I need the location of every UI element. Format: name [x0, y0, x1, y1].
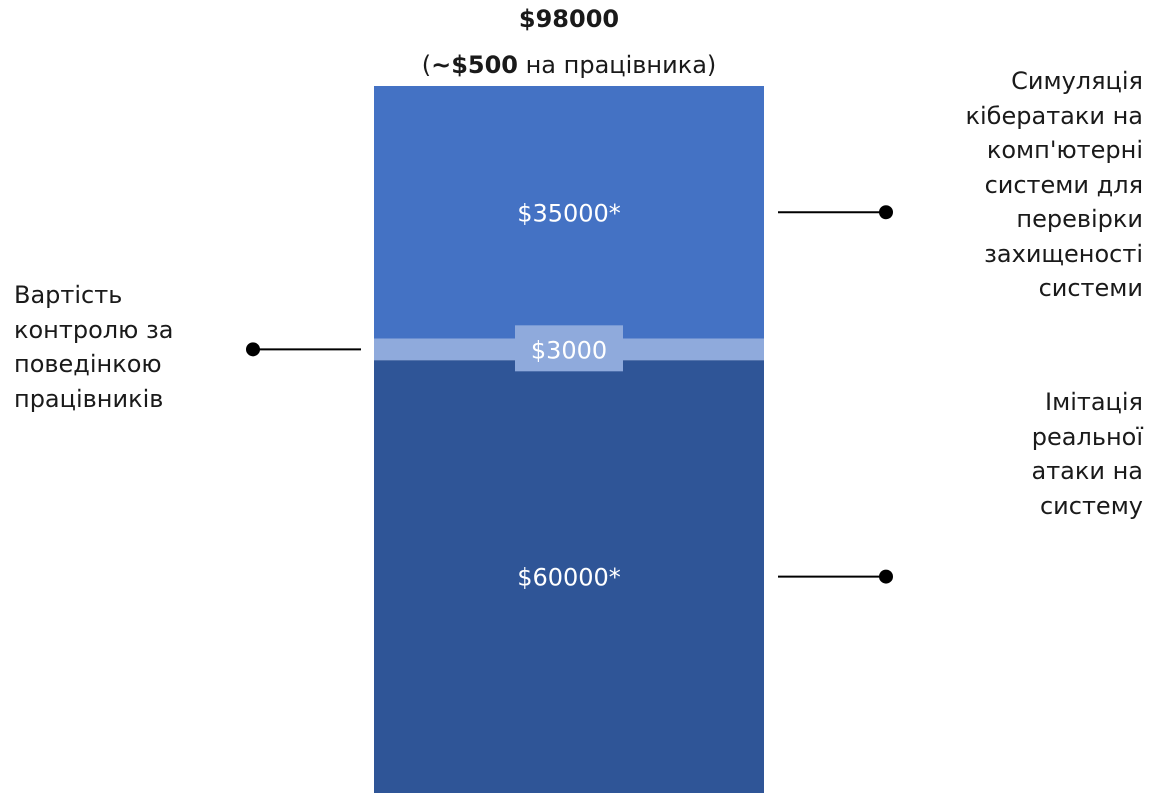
callout-cyberattack-simulation-dot: [879, 205, 893, 220]
callout-behavior-control: Вартість контролю за поведінкою працівни…: [14, 281, 174, 413]
segment-cyberattack-simulation-bar: [374, 86, 764, 339]
segment-real-attack-value-label: $60000*: [517, 564, 621, 592]
callout-cyberattack-simulation: Симуляція кібератаки на комп'ютерні сист…: [965, 67, 1143, 302]
segment-behavior-control-label-box: [515, 325, 623, 372]
subtitle-per-employee-text: на працівника): [517, 51, 717, 79]
subtitle-open-paren: (: [421, 51, 432, 79]
segment-cyberattack-simulation-value-label: $35000*: [517, 199, 621, 227]
segment-behavior-control-value-label: $3000: [531, 336, 607, 364]
segment-real-attack-bar: [374, 360, 764, 793]
callout-real-attack-imitation-dot: [879, 569, 893, 584]
chart-subtitle: (~$500 на працівника): [334, 50, 804, 80]
chart-total-title: $98000: [518, 5, 620, 33]
subtitle-per-employee-value: ~$500: [431, 51, 518, 79]
callout-behavior-control-dot: [246, 342, 260, 357]
callout-real-attack-imitation: Імітація реальної атаки на систему: [1031, 388, 1143, 520]
